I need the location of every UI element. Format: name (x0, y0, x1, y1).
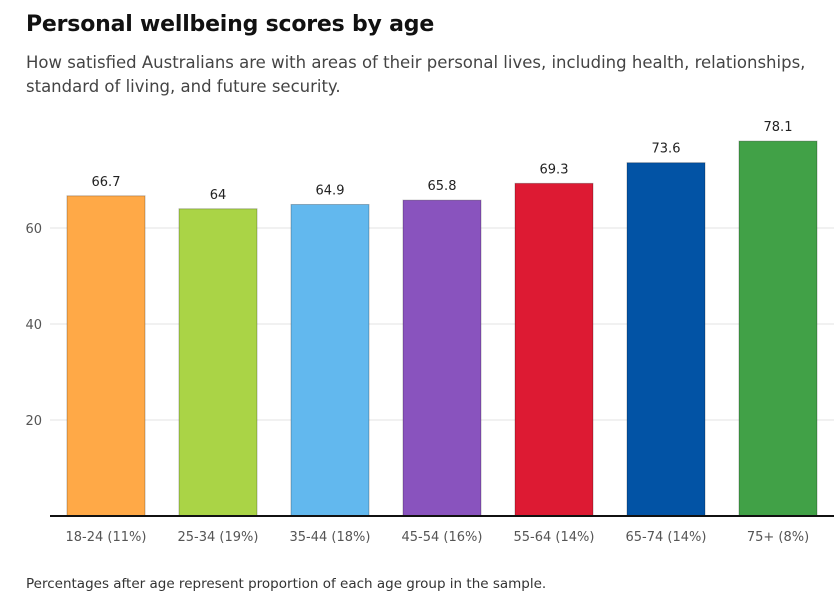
bar (178, 208, 258, 517)
bar (514, 182, 594, 517)
x-category-label: 75+ (8%) (747, 530, 809, 545)
x-category-label: 45-54 (16%) (402, 530, 483, 545)
bar-value-label: 78.1 (764, 120, 793, 135)
labels-layer: 20 40 60 66.7 18-24 (11%) 64 25-34 (19%) 64.9 35… (25, 120, 809, 545)
bar-value-label: 64 (210, 188, 227, 203)
x-category-label: 55-64 (14%) (514, 530, 595, 545)
y-tick-label: 60 (25, 222, 42, 237)
x-category-label: 65-74 (14%) (626, 530, 707, 545)
bar (66, 195, 146, 517)
bar (402, 199, 482, 517)
bar-value-label: 66.7 (92, 175, 121, 190)
bar-value-label: 69.3 (540, 162, 569, 177)
bar-value-label: 65.8 (428, 179, 457, 194)
x-category-label: 35-44 (18%) (290, 530, 371, 545)
bar (626, 162, 706, 517)
chart-footnote: Percentages after age represent proporti… (26, 576, 547, 592)
chart-subtitle: How satisfied Australians are with areas… (26, 53, 806, 96)
bar-value-label: 64.9 (316, 183, 345, 198)
bar (290, 203, 370, 517)
y-tick-label: 20 (25, 414, 42, 429)
x-category-label: 18-24 (11%) (66, 530, 147, 545)
bars-layer (66, 140, 818, 517)
bar-value-label: 73.6 (652, 142, 681, 157)
bar (738, 140, 818, 517)
x-category-label: 25-34 (19%) (178, 530, 259, 545)
y-tick-label: 40 (25, 318, 42, 333)
chart-title: Personal wellbeing scores by age (26, 12, 435, 37)
